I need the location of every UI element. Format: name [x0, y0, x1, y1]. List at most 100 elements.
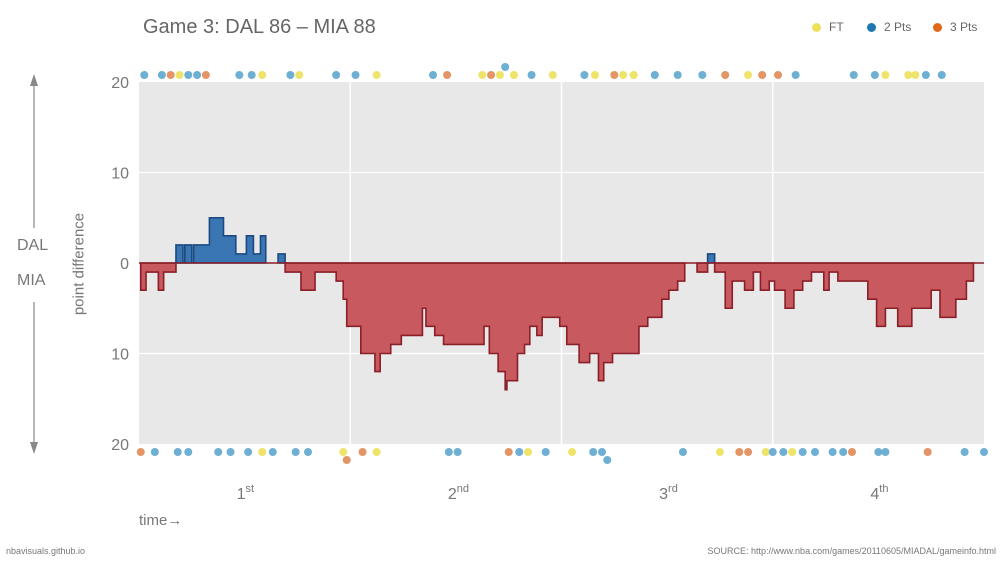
y-tick-label: 10 — [111, 347, 129, 364]
dal-score-dot-ft — [175, 71, 184, 79]
dal-score-dot-2pt — [937, 71, 946, 79]
quarter-labels: 1st 2nd 3rd 4th — [237, 483, 889, 503]
dal-score-dot-ft — [548, 71, 557, 79]
mia-score-dot-3pt — [136, 448, 145, 456]
dal-score-dot-ft — [744, 71, 753, 79]
mia-lead-area-8 — [713, 262, 975, 328]
mia-score-dot-2pt — [960, 448, 969, 456]
dal-score-dot-2pt — [698, 71, 707, 79]
mia-score-dot-2pt — [603, 456, 612, 464]
mia-score-dot-3pt — [744, 448, 753, 456]
x-axis-label: time→ — [139, 512, 182, 529]
quarter-label-1: 1st — [237, 483, 254, 503]
dal-score-dot-ft — [258, 71, 267, 79]
mia-score-dot-2pt — [541, 448, 550, 456]
team-arrows — [30, 74, 38, 454]
mia-score-dot-3pt — [504, 448, 513, 456]
mia-score-dot-ft — [258, 448, 267, 456]
dal-score-dot-ft — [619, 71, 628, 79]
footer-source: SOURCE: http://www.nba.com/games/2011060… — [707, 546, 996, 556]
y-axis-ticks: 20 10 0 10 20 — [111, 75, 129, 454]
dal-score-dot-2pt — [870, 71, 879, 79]
mia-score-dot-3pt — [847, 448, 856, 456]
arrow-down-icon — [30, 442, 38, 454]
dal-score-dot-ft — [904, 71, 913, 79]
dal-score-dot-2pt — [157, 71, 166, 79]
mia-score-dot-2pt — [304, 448, 312, 456]
mia-lead-area-6 — [696, 262, 709, 273]
y-tick-label: 0 — [120, 256, 129, 273]
quarter-label-2: 2nd — [448, 483, 469, 503]
quarter-label-4: 4th — [870, 483, 888, 503]
mia-score-dot-3pt — [342, 456, 351, 464]
dal-score-dot-3pt — [443, 71, 452, 79]
dal-score-dot-2pt — [650, 71, 659, 79]
legend-item-2pts: 2 Pts — [867, 20, 911, 34]
mia-score-dot-2pt — [444, 448, 453, 456]
mia-score-dot-2pt — [184, 448, 193, 456]
legend-3pts-label: 3 Pts — [950, 20, 978, 34]
mia-score-dot-2pt — [226, 448, 235, 456]
dal-score-dot-ft — [478, 71, 487, 79]
footer-site: nbavisuals.github.io — [6, 546, 86, 556]
dal-score-dot-3pt — [758, 71, 767, 79]
mia-score-dot-2pt — [244, 448, 253, 456]
legend-item-3pts: 3 Pts — [933, 20, 977, 34]
mia-score-dot-ft — [372, 448, 381, 456]
dal-score-dot-ft — [881, 71, 890, 79]
dal-score-dot-2pt — [921, 71, 930, 79]
mia-score-dot-2pt — [597, 448, 606, 456]
mia-score-dot-ft — [524, 448, 533, 456]
legend-ft-label: FT — [829, 20, 844, 34]
dal-score-dot-2pt — [501, 63, 510, 71]
dal-score-dot-3pt — [774, 71, 783, 79]
legend-item-ft: FT — [812, 20, 844, 34]
y-tick-label: 20 — [111, 437, 129, 454]
arrow-up-icon — [30, 74, 38, 86]
dal-score-dot-3pt — [610, 71, 619, 79]
y-tick-label: 20 — [111, 75, 129, 92]
dal-score-dot-ft — [295, 71, 304, 79]
legend-2pts-swatch — [867, 23, 876, 32]
dal-score-dot-3pt — [201, 71, 210, 79]
mia-score-dot-2pt — [874, 448, 883, 456]
mia-score-dot-2pt — [291, 448, 300, 456]
team-label-mia: MIA — [17, 272, 46, 289]
mia-score-dot-ft — [568, 448, 577, 456]
mia-score-dot-2pt — [214, 448, 223, 456]
mia-lead-area-5 — [284, 262, 686, 391]
dal-score-dot-2pt — [791, 71, 800, 79]
mia-score-dot-ft — [715, 448, 724, 456]
mia-lead-area-0 — [139, 262, 177, 291]
dal-lead-area-4 — [277, 253, 286, 264]
dal-score-dot-2pt — [428, 71, 437, 79]
mia-score-dot-3pt — [358, 448, 367, 456]
mia-score-dot-2pt — [173, 448, 182, 456]
dal-score-dot-2pt — [673, 71, 682, 79]
mia-score-dot-3pt — [735, 448, 744, 456]
dal-score-dot-ft — [911, 71, 920, 79]
legend-ft-swatch — [812, 23, 821, 32]
dal-score-dot-2pt — [580, 71, 589, 79]
legend-3pts-swatch — [933, 23, 942, 32]
chart-title: Game 3: DAL 86 – MIA 88 — [143, 16, 376, 38]
dal-score-dot-2pt — [193, 71, 202, 79]
dal-score-dot-2pt — [332, 71, 341, 79]
mia-score-dot-2pt — [589, 448, 598, 456]
dal-score-dot-2pt — [140, 71, 149, 79]
dal-score-dot-3pt — [487, 71, 496, 79]
dal-score-dot-ft — [629, 71, 638, 79]
legend-2pts-label: 2 Pts — [884, 20, 912, 34]
mia-score-dot-2pt — [268, 448, 277, 456]
dal-score-dot-ft — [590, 71, 599, 79]
quarter-label-3: 3rd — [659, 483, 678, 503]
dal-score-dot-2pt — [184, 71, 193, 79]
dal-lead-area-7 — [706, 253, 716, 264]
mia-score-dot-2pt — [839, 448, 848, 456]
dal-score-dot-ft — [372, 71, 381, 79]
mia-score-dot-2pt — [150, 448, 159, 456]
lead-areas — [139, 216, 984, 391]
mia-score-dot-2pt — [678, 448, 687, 456]
dal-score-dot-2pt — [235, 71, 244, 79]
